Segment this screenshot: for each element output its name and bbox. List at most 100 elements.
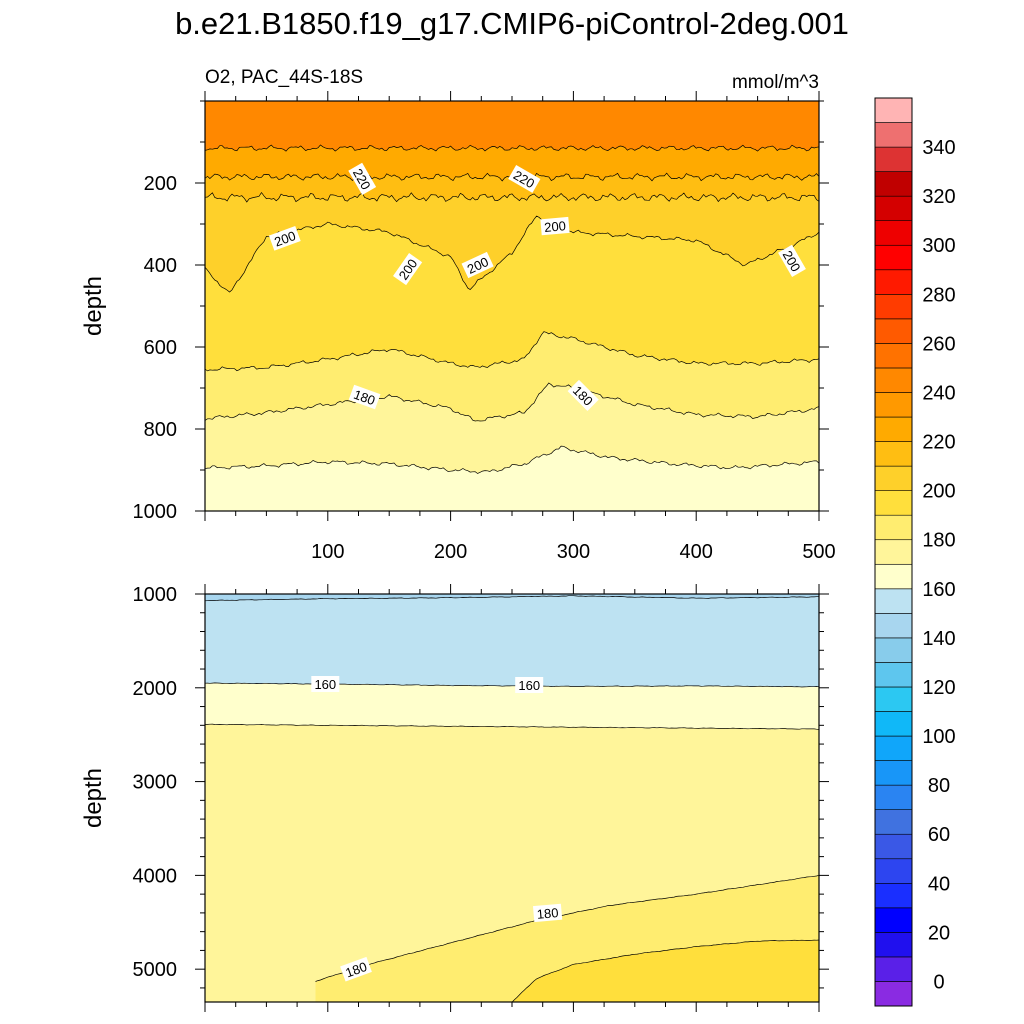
colorbar-tick-label: 300 [922, 235, 955, 257]
contour-label: 180 [348, 384, 381, 410]
colorbar-swatch [874, 735, 913, 761]
colorbar-tick-label: 0 [933, 972, 944, 994]
colorbar-swatch [874, 367, 913, 393]
colorbar-swatch [874, 907, 913, 933]
x-tick-label: 500 [802, 541, 835, 563]
contour-line-180 [315, 874, 819, 982]
colorbar-swatch [874, 97, 913, 123]
contour-line-170 [205, 445, 819, 474]
contour-line-190 [205, 331, 819, 372]
contour-label: 180 [532, 903, 563, 923]
contour-label: 200 [268, 225, 301, 251]
colorbar-swatch [874, 146, 913, 172]
colorbar-swatch [874, 171, 913, 197]
svg-text:180: 180 [352, 387, 378, 409]
colorbar-swatch [874, 809, 913, 835]
colorbar-swatch [874, 760, 913, 786]
colorbar-swatch [874, 588, 913, 614]
variable-region-label: O2, PAC_44S-18S [205, 67, 363, 88]
colorbar-frame [874, 97, 913, 1007]
colorbar-swatch [874, 514, 913, 541]
contour-line-190 [511, 939, 819, 1002]
chart-title: b.e21.B1850.f19_g17.CMIP6-piControl-2deg… [175, 6, 849, 41]
colorbar-tick-label: 100 [922, 726, 955, 748]
colorbar-swatch [874, 318, 913, 344]
colorbar-swatch [874, 465, 913, 491]
lower-panel: 160 160 180 180 1000 2000 3000 4000 5000 depth [80, 584, 829, 1012]
colorbar-swatch [874, 244, 913, 271]
colorbar-swatch [874, 833, 913, 860]
colorbar-swatch [874, 662, 913, 688]
contour-band-190 [512, 940, 819, 1002]
colorbar-tick-label: 40 [928, 873, 950, 895]
colorbar-tick-label: 280 [922, 284, 955, 306]
contour-label: 160 [515, 677, 544, 693]
colorbar-swatch [874, 416, 913, 442]
colorbar-swatch [874, 637, 913, 663]
y-tick-label: 200 [144, 173, 177, 195]
colorbar-tick-label: 60 [928, 824, 950, 846]
contour-line-160 [205, 682, 819, 688]
colorbar-swatch [874, 441, 913, 467]
svg-text:180: 180 [536, 905, 559, 922]
y-tick-label: 5000 [133, 959, 178, 981]
colorbar-tick-label: 260 [922, 333, 955, 355]
colorbar-tick-label: 320 [922, 186, 955, 208]
contour-label: 160 [311, 676, 340, 692]
y-tick-label: 2000 [133, 678, 178, 700]
colorbar-tick-label: 340 [922, 137, 955, 159]
svg-text:200: 200 [544, 218, 567, 235]
colorbar-swatch [874, 220, 913, 246]
svg-text:160: 160 [518, 678, 540, 693]
colorbar-swatch [874, 195, 913, 222]
x-tick-label: 100 [311, 541, 344, 563]
colorbar-tick-label: 180 [922, 530, 955, 552]
contour-line-230 [205, 144, 819, 152]
y-tick-label: 1000 [133, 501, 178, 523]
colorbar-swatch [874, 784, 913, 810]
colorbar-tick-label: 160 [922, 579, 955, 601]
y-tick-label: 4000 [133, 865, 178, 887]
colorbar-swatch [874, 343, 913, 369]
contour-label: 200 [540, 216, 570, 236]
y-tick-label: 800 [144, 419, 177, 441]
colorbar-swatch [874, 981, 913, 1007]
colorbar-swatch [874, 882, 913, 909]
x-tick-label: 400 [680, 541, 713, 563]
y-axis-title: depth [80, 768, 107, 828]
colorbar-swatch [874, 563, 913, 590]
y-tick-label: 400 [144, 255, 177, 277]
colorbar-swatch [874, 122, 913, 148]
colorbar-tick-label: 20 [928, 922, 950, 944]
x-tick-label: 200 [434, 541, 467, 563]
y-axis-title: depth [80, 276, 107, 336]
svg-text:180: 180 [343, 959, 369, 981]
contour-line-170 [205, 723, 819, 730]
y-tick-label: 600 [144, 337, 177, 359]
colorbar-swatch [874, 269, 913, 295]
contour-line-200 [205, 215, 819, 293]
colorbar-tick-label: 200 [922, 481, 955, 503]
colorbar-swatch [874, 932, 913, 958]
y-tick-label: 3000 [133, 772, 178, 794]
contour-line-150 [205, 595, 819, 602]
colorbar-swatch [874, 858, 913, 884]
colorbar-swatch [874, 613, 913, 639]
svg-text:160: 160 [314, 677, 336, 692]
units-label: mmol/m^3 [732, 72, 819, 93]
x-tick-label: 300 [557, 541, 590, 563]
contour-line-210 [205, 191, 819, 203]
contour-label: 180 [340, 956, 372, 982]
y-tick-label: 1000 [133, 584, 178, 606]
colorbar: 0 20 40 60 80 100 120 140 160 180 200 220 240 260 280 3… [874, 97, 956, 1007]
colorbar-swatch [874, 490, 913, 516]
colorbar-swatch [874, 294, 913, 320]
svg-text:200: 200 [272, 228, 298, 250]
contour-line-180 [205, 382, 819, 422]
colorbar-tick-label: 240 [922, 383, 955, 405]
colorbar-swatch [874, 711, 913, 737]
colorbar-tick-label: 120 [922, 677, 955, 699]
colorbar-swatch [874, 392, 913, 418]
